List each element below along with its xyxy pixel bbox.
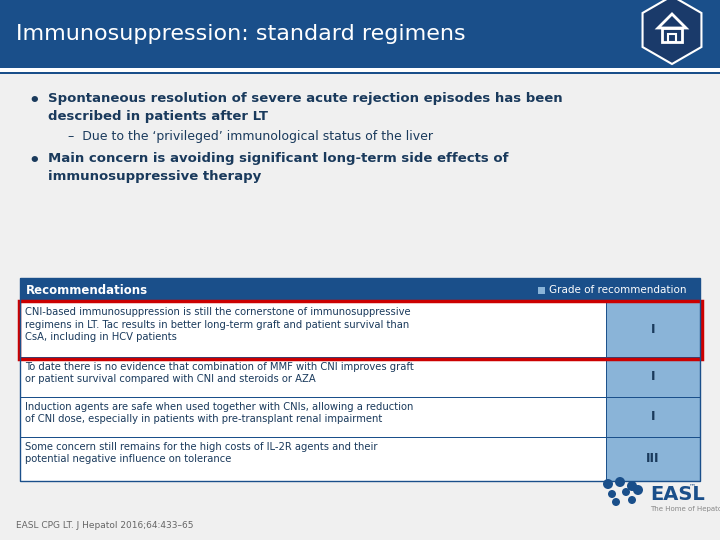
Bar [20, 278, 700, 481]
Bar [606, 397, 700, 437]
Bar [20, 357, 700, 397]
Bar [0, 0, 720, 68]
Text: •: • [28, 92, 40, 110]
Text: regimens in LT. Tac results in better long-term graft and patient survival than: regimens in LT. Tac results in better lo… [25, 320, 409, 329]
Text: I: I [651, 370, 655, 383]
Text: –  Due to the ‘privileged’ immunological status of the liver: – Due to the ‘privileged’ immunological … [68, 130, 433, 143]
Circle shape [612, 498, 620, 506]
Circle shape [633, 485, 643, 495]
Bar [538, 287, 545, 294]
Text: CNI-based immunosuppression is still the cornerstone of immunosuppressive: CNI-based immunosuppression is still the… [25, 307, 410, 317]
Text: Induction agents are safe when used together with CNIs, allowing a reduction: Induction agents are safe when used toge… [25, 402, 413, 412]
Bar [0, 68, 720, 72]
Text: EASL: EASL [650, 484, 705, 503]
Bar [20, 302, 700, 357]
Text: III: III [647, 453, 660, 465]
Text: or patient survival compared with CNI and steroids or AZA: or patient survival compared with CNI an… [25, 375, 316, 384]
Text: Main concern is avoiding significant long-term side effects of: Main concern is avoiding significant lon… [48, 152, 508, 165]
Text: potential negative influence on tolerance: potential negative influence on toleranc… [25, 455, 231, 464]
Text: Immunosuppression: standard regimens: Immunosuppression: standard regimens [16, 24, 466, 44]
Bar [606, 437, 700, 481]
Polygon shape [642, 0, 701, 64]
Text: The Home of Hepatology: The Home of Hepatology [650, 506, 720, 512]
Circle shape [603, 479, 613, 489]
Bar [0, 72, 720, 74]
Text: CsA, including in HCV patients: CsA, including in HCV patients [25, 332, 177, 342]
Bar [20, 437, 700, 481]
Circle shape [627, 481, 637, 491]
Bar [662, 28, 682, 42]
Text: To date there is no evidence that combination of MMF with CNI improves graft: To date there is no evidence that combin… [25, 362, 414, 372]
Circle shape [615, 477, 625, 487]
Text: EASL CPG LT. J Hepatol 2016;64:433–65: EASL CPG LT. J Hepatol 2016;64:433–65 [16, 521, 194, 530]
Text: •: • [28, 152, 40, 170]
Bar [19, 300, 701, 359]
Text: I: I [651, 323, 655, 336]
Bar [606, 302, 700, 357]
Circle shape [628, 496, 636, 504]
Text: described in patients after LT: described in patients after LT [48, 110, 268, 123]
Text: Grade of recommendation: Grade of recommendation [549, 285, 686, 295]
Bar [20, 278, 700, 302]
Text: Recommendations: Recommendations [26, 284, 148, 296]
Text: Some concern still remains for the high costs of IL-2R agents and their: Some concern still remains for the high … [25, 442, 377, 452]
Text: ™: ™ [689, 483, 696, 489]
Text: I: I [651, 410, 655, 423]
Text: Spontaneous resolution of severe acute rejection episodes has been: Spontaneous resolution of severe acute r… [48, 92, 562, 105]
Text: of CNI dose, especially in patients with pre-transplant renal impairment: of CNI dose, especially in patients with… [25, 415, 382, 424]
Bar [606, 357, 700, 397]
Circle shape [622, 488, 630, 496]
Circle shape [608, 490, 616, 498]
Bar [668, 34, 676, 42]
Text: immunosuppressive therapy: immunosuppressive therapy [48, 170, 261, 183]
Bar [20, 397, 700, 437]
